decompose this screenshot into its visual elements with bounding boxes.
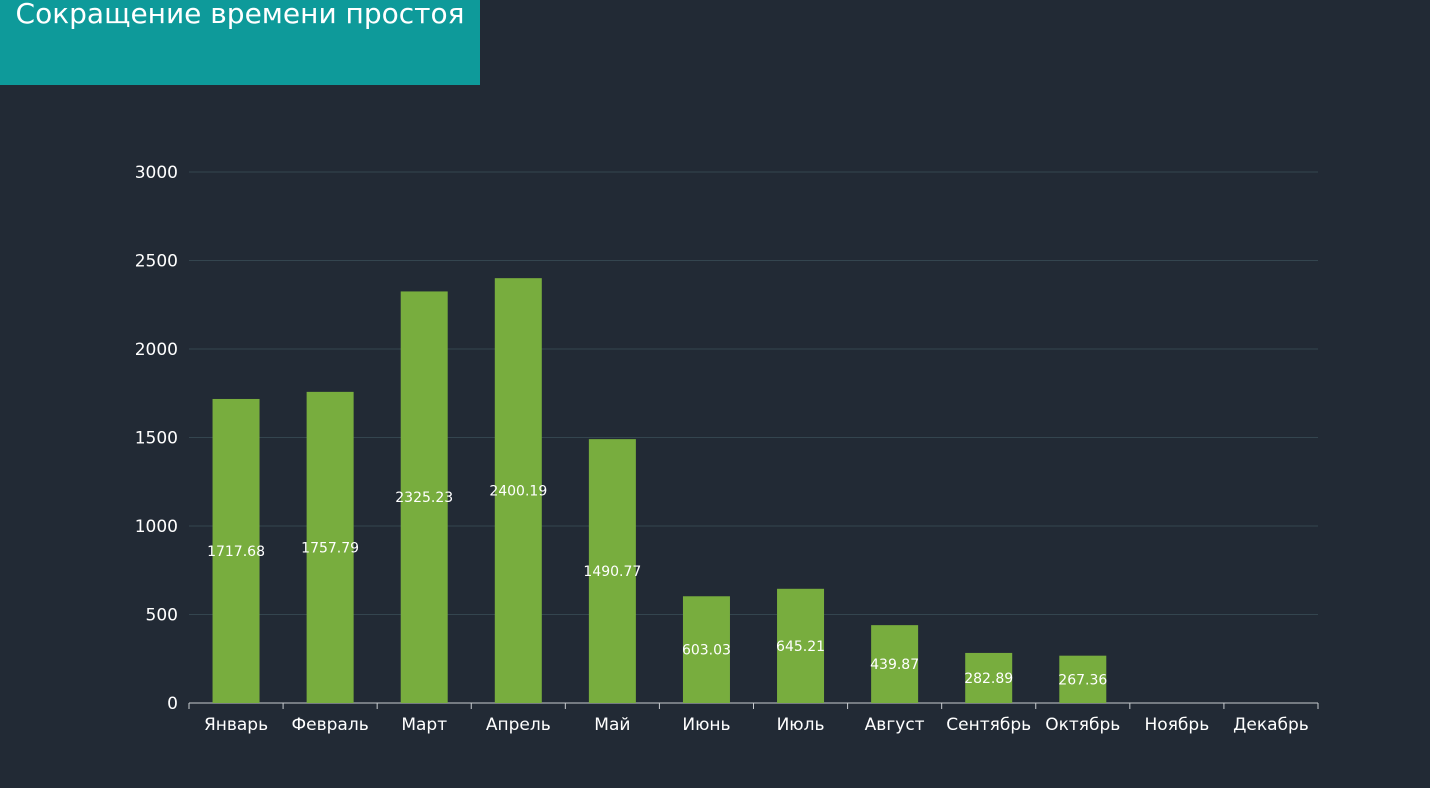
y-tick-label: 2500 — [135, 252, 178, 272]
x-tick-label: Июль — [777, 715, 825, 735]
x-tick-label: Февраль — [292, 715, 369, 735]
bar — [871, 625, 919, 703]
data-label: 645.21 — [776, 639, 825, 655]
bar — [682, 596, 730, 703]
y-tick-label: 3000 — [135, 163, 178, 183]
x-tick-label: Январь — [204, 715, 268, 735]
bar — [588, 439, 636, 703]
data-label: 1717.68 — [207, 544, 265, 560]
bar — [400, 291, 448, 703]
data-label: 267.36 — [1058, 672, 1107, 688]
y-tick-label: 0 — [167, 694, 178, 714]
data-label: 2325.23 — [395, 490, 453, 506]
bar — [212, 398, 260, 703]
y-tick-label: 500 — [146, 606, 178, 626]
chart-title: Сокращение времени простоя — [0, 0, 480, 85]
bar — [965, 652, 1013, 703]
x-tick-label: Ноябрь — [1145, 715, 1210, 735]
bar — [777, 588, 825, 703]
x-tick-label: Август — [865, 715, 925, 735]
bar — [1059, 655, 1107, 703]
data-label: 1490.77 — [583, 564, 641, 580]
x-tick-label: Декабрь — [1233, 715, 1309, 735]
x-tick-label: Март — [401, 715, 447, 735]
y-tick-label: 1500 — [135, 429, 178, 449]
bar — [494, 278, 542, 703]
x-tick-label: Апрель — [486, 715, 551, 735]
x-tick-label: Сентябрь — [946, 715, 1031, 735]
data-label: 439.87 — [870, 657, 919, 673]
data-label: 603.03 — [682, 643, 731, 659]
data-label: 1757.79 — [301, 540, 359, 556]
data-label: 2400.19 — [489, 484, 547, 500]
y-tick-label: 2000 — [135, 340, 178, 360]
x-tick-label: Июнь — [682, 715, 730, 735]
data-label: 282.89 — [964, 671, 1013, 687]
x-tick-label: Май — [594, 715, 630, 735]
bar — [306, 391, 354, 703]
x-tick-label: Октябрь — [1045, 715, 1120, 735]
y-tick-label: 1000 — [135, 517, 178, 537]
